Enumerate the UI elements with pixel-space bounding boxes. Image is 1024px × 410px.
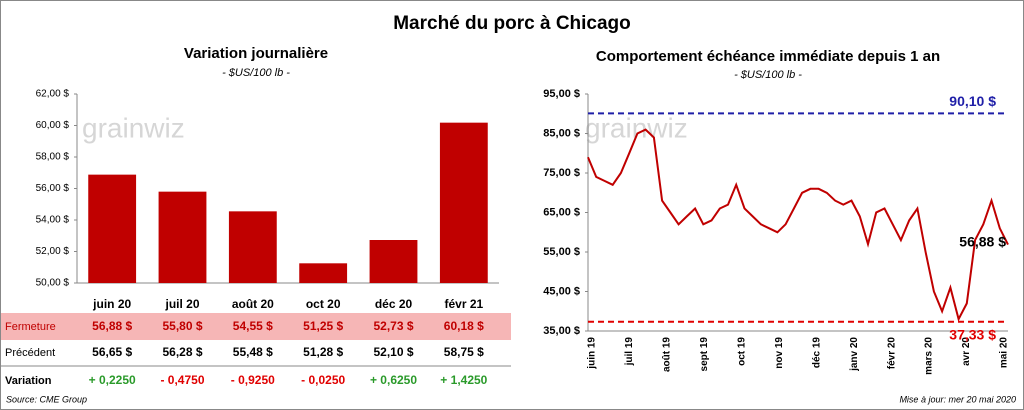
- x-tick-label: nov 19: [774, 337, 785, 369]
- row-label: Précédent: [5, 347, 55, 359]
- source: Source: CME Group: [6, 394, 87, 404]
- x-tick-label: juil 20: [164, 297, 199, 311]
- y-tick-label: 50,00 $: [36, 278, 70, 289]
- y-tick-label: 62,00 $: [36, 89, 70, 100]
- bar: [88, 174, 137, 283]
- bar: [369, 240, 418, 283]
- y-tick-label: 75,00 $: [543, 167, 580, 179]
- y-tick-label: 54,00 $: [36, 215, 70, 226]
- table-cell: 52,73 $: [373, 319, 413, 333]
- x-tick-label: févr 20: [886, 337, 897, 370]
- table-cell: - 0,9250: [231, 373, 275, 387]
- table-cell: - 0,0250: [301, 373, 345, 387]
- y-tick-label: 45,00 $: [543, 285, 580, 297]
- row-label: Fermeture: [5, 321, 56, 333]
- table-cell: + 0,6250: [370, 373, 417, 387]
- reference-label: 37,33 $: [949, 326, 996, 342]
- table-cell: 54,55 $: [233, 319, 273, 333]
- table-cell: 56,88 $: [92, 319, 132, 333]
- page-title: Marché du porc à Chicago: [393, 13, 631, 34]
- table-cell: 56,65 $: [92, 345, 132, 359]
- x-tick-label: juin 19: [587, 337, 598, 370]
- bar: [299, 263, 348, 283]
- y-tick-label: 85,00 $: [543, 127, 580, 139]
- x-tick-label: janv 20: [849, 337, 860, 372]
- chart-title: Comportement échéance immédiate depuis 1…: [596, 48, 940, 65]
- x-tick-label: mars 20: [924, 337, 935, 375]
- updated: Mise à jour: mer 20 mai 2020: [899, 394, 1016, 404]
- table-cell: - 0,4750: [160, 373, 204, 387]
- x-tick-label: août 20: [232, 297, 274, 311]
- chart-subtitle: - $US/100 lb -: [734, 69, 802, 81]
- y-tick-label: 65,00 $: [543, 206, 580, 218]
- x-tick-label: sept 19: [699, 337, 710, 372]
- x-tick-label: juin 20: [92, 297, 131, 311]
- highlight-row: [1, 313, 511, 340]
- y-tick-label: 55,00 $: [543, 246, 580, 258]
- y-tick-label: 56,00 $: [36, 183, 70, 194]
- table-cell: 55,48 $: [233, 345, 273, 359]
- y-tick-label: 52,00 $: [36, 246, 70, 257]
- y-tick-label: 60,00 $: [36, 120, 70, 131]
- last-label: 56,88 $: [959, 233, 1006, 249]
- table-cell: 55,80 $: [162, 319, 202, 333]
- bar: [228, 211, 277, 283]
- table-cell: 51,25 $: [303, 319, 343, 333]
- x-tick-label: déc 20: [375, 297, 413, 311]
- chart-subtitle: - $US/100 lb -: [222, 67, 290, 79]
- table-cell: + 0,2250: [89, 373, 136, 387]
- watermark: grainwiz: [585, 112, 688, 143]
- x-tick-label: avr 20: [961, 337, 972, 366]
- table-cell: 56,28 $: [162, 345, 202, 359]
- watermark: grainwiz: [82, 112, 185, 143]
- y-tick-label: 58,00 $: [36, 152, 70, 163]
- bar: [439, 122, 488, 283]
- table-cell: 58,75 $: [444, 345, 484, 359]
- reference-label: 90,10 $: [949, 93, 996, 109]
- table-cell: 60,18 $: [444, 319, 484, 333]
- x-tick-label: mai 20: [999, 337, 1010, 369]
- bar: [158, 191, 207, 283]
- y-tick-label: 95,00 $: [543, 88, 580, 100]
- price-line: [587, 128, 1009, 322]
- table-cell: + 1,4250: [440, 373, 487, 387]
- chart-title: Variation journalière: [184, 45, 328, 62]
- row-label: Variation: [5, 375, 52, 387]
- table-cell: 51,28 $: [303, 345, 343, 359]
- table-cell: 52,10 $: [373, 345, 413, 359]
- y-tick-label: 35,00 $: [543, 325, 580, 337]
- x-tick-label: févr 21: [444, 297, 483, 311]
- x-tick-label: juil 19: [624, 337, 635, 367]
- x-tick-label: oct 19: [736, 337, 747, 366]
- x-tick-label: oct 20: [306, 297, 341, 311]
- x-tick-label: déc 19: [811, 337, 822, 369]
- x-tick-label: août 19: [662, 337, 673, 372]
